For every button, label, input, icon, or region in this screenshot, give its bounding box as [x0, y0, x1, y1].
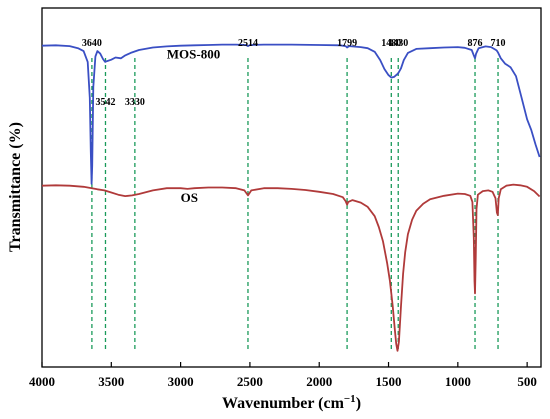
series-label-mos-800: MOS-800	[167, 46, 220, 61]
series-line-os	[41, 183, 541, 352]
series-label-os: OS	[181, 190, 198, 205]
x-tick-label-2500: 2500	[237, 374, 263, 389]
x-axis-ticks	[41, 362, 528, 367]
x-tick-label-2000: 2000	[306, 374, 332, 389]
x-tick-label-4000: 4000	[29, 374, 55, 389]
x-axis-title-close: )	[356, 395, 361, 412]
x-tick-label-500: 500	[517, 374, 537, 389]
peak-label-3330: 3330	[125, 97, 145, 108]
x-tick-label-1500: 1500	[376, 374, 402, 389]
x-tick-label-1000: 1000	[445, 374, 471, 389]
peak-label-1799: 1799	[337, 38, 357, 49]
reference-lines	[91, 58, 499, 352]
peak-label-3640: 3640	[82, 38, 102, 49]
peak-label-710: 710	[491, 38, 506, 49]
peak-label-3542: 3542	[95, 97, 115, 108]
x-tick-label-3500: 3500	[98, 374, 124, 389]
x-tick-label-3000: 3000	[168, 374, 194, 389]
series-layer: MOS-800 OS	[41, 43, 541, 352]
y-axis-title: Transmittance (%)	[7, 122, 24, 252]
x-axis-title: Wavenumber (cm−1)	[222, 393, 361, 412]
plot-frame	[41, 7, 542, 368]
series-line-mos-800	[41, 43, 541, 185]
peak-label-1430: 1430	[388, 38, 408, 49]
x-axis-tick-labels: 4000 3500 3000 2500 2000 1500 1000 500	[29, 374, 537, 389]
peak-label-2514: 2514	[238, 38, 258, 49]
peak-label-1480: 1480	[381, 38, 401, 49]
x-axis-title-superscript: −1	[344, 393, 356, 405]
peak-label-876: 876	[468, 38, 483, 49]
